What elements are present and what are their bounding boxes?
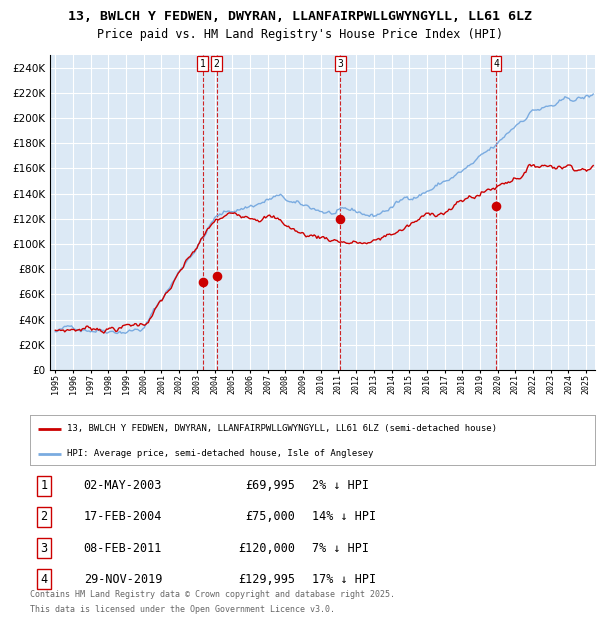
Text: £69,995: £69,995 (245, 479, 296, 492)
Text: £129,995: £129,995 (239, 573, 296, 586)
Text: Contains HM Land Registry data © Crown copyright and database right 2025.: Contains HM Land Registry data © Crown c… (30, 590, 395, 599)
Text: 13, BWLCH Y FEDWEN, DWYRAN, LLANFAIRPWLLGWYNGYLL, LL61 6LZ: 13, BWLCH Y FEDWEN, DWYRAN, LLANFAIRPWLL… (68, 10, 532, 23)
Text: 1: 1 (41, 479, 47, 492)
Text: £120,000: £120,000 (239, 542, 296, 555)
Text: 4: 4 (41, 573, 47, 586)
Text: 29-NOV-2019: 29-NOV-2019 (83, 573, 162, 586)
Text: £75,000: £75,000 (245, 510, 296, 523)
Text: 02-MAY-2003: 02-MAY-2003 (83, 479, 162, 492)
Text: 17-FEB-2004: 17-FEB-2004 (83, 510, 162, 523)
Text: 1: 1 (200, 59, 206, 69)
Text: 3: 3 (41, 542, 47, 555)
Text: 2: 2 (214, 59, 220, 69)
Point (335, 214, 345, 224)
Text: This data is licensed under the Open Government Licence v3.0.: This data is licensed under the Open Gov… (30, 605, 335, 614)
Point (212, 270, 221, 280)
Point (198, 277, 208, 287)
Text: 14% ↓ HPI: 14% ↓ HPI (313, 510, 377, 523)
Text: 17% ↓ HPI: 17% ↓ HPI (313, 573, 377, 586)
Text: 4: 4 (493, 59, 499, 69)
Text: 3: 3 (337, 59, 343, 69)
Text: 08-FEB-2011: 08-FEB-2011 (83, 542, 162, 555)
Text: HPI: Average price, semi-detached house, Isle of Anglesey: HPI: Average price, semi-detached house,… (67, 450, 373, 459)
Text: 2: 2 (41, 510, 47, 523)
Text: 2% ↓ HPI: 2% ↓ HPI (313, 479, 370, 492)
Point (491, 202, 501, 211)
Text: Price paid vs. HM Land Registry's House Price Index (HPI): Price paid vs. HM Land Registry's House … (97, 28, 503, 41)
Text: 7% ↓ HPI: 7% ↓ HPI (313, 542, 370, 555)
Text: 13, BWLCH Y FEDWEN, DWYRAN, LLANFAIRPWLLGWYNGYLL, LL61 6LZ (semi-detached house): 13, BWLCH Y FEDWEN, DWYRAN, LLANFAIRPWLL… (67, 425, 497, 433)
